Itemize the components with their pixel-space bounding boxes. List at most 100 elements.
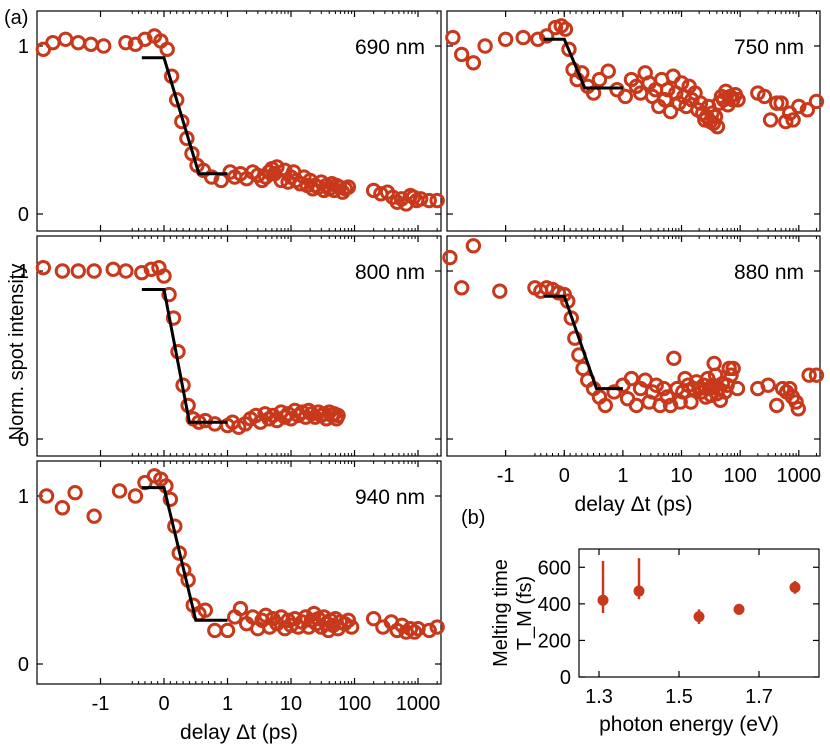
data-point	[127, 488, 144, 504]
data-point	[557, 21, 574, 37]
data-point	[709, 118, 726, 135]
data-point	[169, 92, 185, 108]
y-tick-label: 0	[18, 654, 29, 676]
data-point	[730, 92, 746, 108]
panel-a-label: (a)	[4, 7, 28, 29]
fit-curve	[141, 56, 228, 176]
data-point	[773, 95, 789, 111]
data-point	[406, 624, 423, 640]
data-point	[405, 189, 422, 205]
y-tick-label: 0	[560, 667, 571, 689]
data-point	[778, 113, 794, 130]
data-point	[95, 38, 112, 54]
data-point	[421, 622, 437, 639]
data-point	[756, 88, 773, 105]
data-point	[118, 263, 134, 279]
data-point	[86, 508, 102, 524]
data-point	[477, 38, 493, 54]
data-point	[808, 367, 825, 383]
fit-curve	[141, 486, 228, 622]
fit-curve	[543, 37, 623, 90]
wavelength-annotation: 690 nm	[355, 36, 425, 59]
data-point	[769, 397, 785, 414]
x-tick-label: 1.5	[665, 686, 693, 708]
x-tick-label: 1	[222, 693, 233, 715]
data-point	[597, 594, 609, 606]
data-point	[412, 191, 429, 207]
data-point	[70, 263, 86, 279]
data-point	[567, 330, 583, 346]
data-point	[791, 98, 807, 115]
data-point	[617, 88, 634, 105]
data-point	[609, 81, 625, 98]
y-tick-label: 400	[538, 594, 571, 616]
data-point	[733, 603, 745, 615]
data-point	[442, 249, 458, 266]
data-point	[86, 263, 102, 279]
data-point	[156, 268, 172, 284]
data-point	[232, 600, 249, 617]
data-point	[197, 602, 213, 618]
x-tick-label: 1	[617, 465, 628, 487]
data-point	[161, 286, 177, 303]
data-point	[538, 28, 555, 44]
data-point	[561, 41, 577, 58]
data-point	[591, 71, 608, 88]
data-point	[597, 397, 614, 414]
data-point	[704, 105, 720, 121]
x-tick-label: -1	[497, 465, 515, 487]
data-point	[665, 68, 681, 84]
shared-y-axis-label: Norm. spot intensity	[6, 264, 28, 441]
panel-940nm: 0 1 -1 0 1 10 100 1000 delay Δt (ps) 940 nm	[18, 460, 445, 744]
panel-b-label: (b)	[461, 507, 485, 529]
data-point	[365, 182, 382, 199]
wavelength-annotation: 750 nm	[734, 36, 804, 59]
data-point	[162, 491, 179, 508]
plot-frame	[446, 235, 821, 457]
data-point	[659, 389, 675, 405]
data-point	[219, 622, 236, 639]
data-point	[666, 350, 682, 367]
data-point	[672, 394, 688, 410]
y-axis-label-line1: Melting time	[490, 559, 512, 667]
data-point	[429, 192, 445, 209]
data-point	[600, 63, 616, 79]
data-point	[67, 484, 83, 501]
data-point	[788, 394, 804, 410]
data-point	[633, 585, 645, 597]
x-axis-label: delay Δt (ps)	[180, 721, 298, 744]
plot-frame	[36, 460, 442, 685]
y-tick-label: 600	[538, 557, 571, 579]
wavelength-annotation: 940 nm	[355, 486, 425, 509]
data-point	[57, 31, 74, 47]
data-point	[54, 263, 71, 279]
data-point	[659, 81, 676, 98]
data-point	[83, 36, 99, 53]
x-tick-label: 0	[158, 693, 169, 715]
data-point	[429, 619, 445, 635]
data-point	[760, 377, 776, 393]
x-tick-label: -1	[92, 693, 110, 715]
data-point	[492, 283, 508, 299]
data-point	[465, 238, 482, 254]
data-point	[261, 619, 278, 635]
wavelength-annotation: 800 nm	[355, 261, 425, 284]
plot-frame	[446, 10, 821, 232]
data-point	[515, 29, 531, 46]
data-point	[808, 93, 825, 110]
data-point	[799, 102, 816, 118]
x-tick-label: 10	[280, 693, 302, 715]
data-point	[269, 159, 285, 175]
data-point	[159, 41, 175, 58]
data-point	[453, 280, 470, 296]
data-point	[707, 108, 724, 125]
plot-frame	[578, 548, 820, 678]
data-point	[782, 380, 798, 397]
data-point	[118, 34, 134, 51]
data-point	[785, 112, 801, 128]
data-point	[453, 46, 470, 63]
fit-curve	[543, 294, 623, 391]
x-tick-label: 0	[559, 465, 570, 487]
x-tick-label: 1.7	[745, 686, 773, 708]
